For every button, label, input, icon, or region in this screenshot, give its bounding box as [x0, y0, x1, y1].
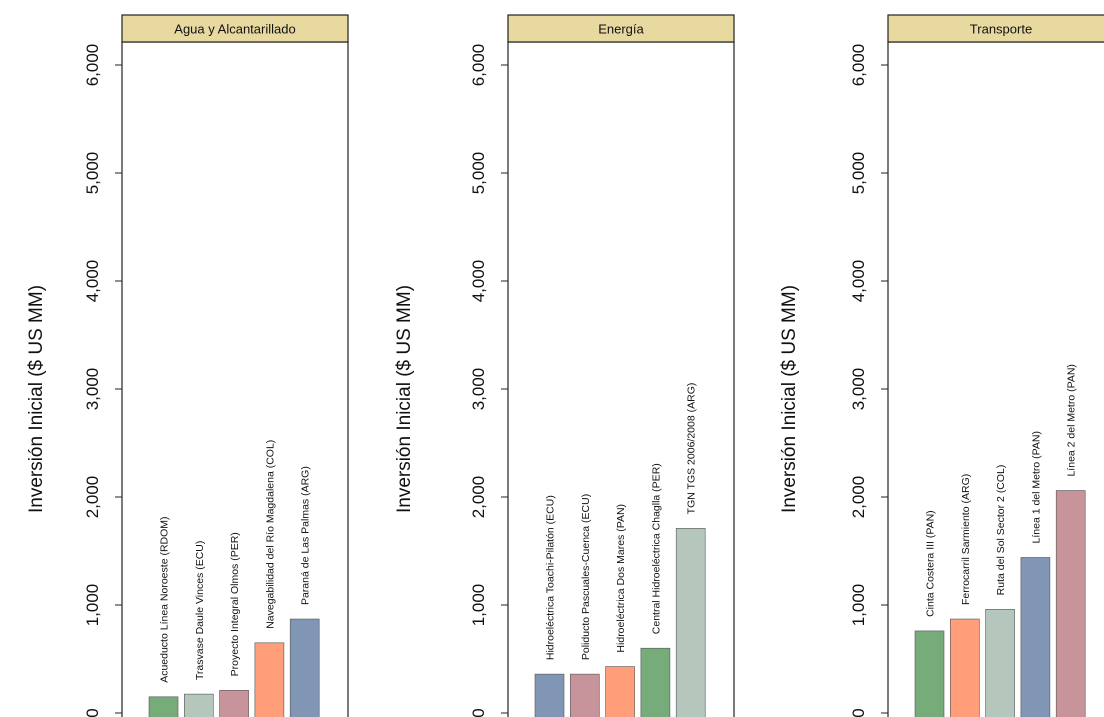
y-tick-label: 4,000: [83, 260, 102, 303]
bar-label: Ruta del Sol Sector 2 (COL): [995, 465, 1007, 596]
bar: [985, 609, 1015, 717]
bar: [569, 673, 600, 717]
bar: [640, 647, 671, 717]
bar: [914, 630, 945, 717]
bar-label: Paraná de Las Palmas (ARG): [300, 466, 312, 605]
bar-label: Ferrocarril Sarmiento (ARG): [960, 474, 972, 605]
bar: [219, 690, 249, 717]
bar: [1020, 557, 1051, 717]
bar-label: Navegabilidad del Río Magdalena (COL): [264, 440, 276, 629]
y-tick-label: 1,000: [849, 584, 868, 627]
bar: [949, 618, 980, 717]
bar: [675, 528, 706, 717]
y-tick-label: 3,000: [849, 368, 868, 411]
bar-label: Poliducto Pascuales-Cuenca (ECU): [580, 494, 592, 660]
bar-label: Trasvase Daule Vinces (ECU): [194, 541, 206, 680]
bar: [1055, 490, 1086, 717]
y-tick-label: 1,000: [83, 584, 102, 627]
y-axis-label: Inversión Inicial ($ US MM): [779, 285, 800, 513]
y-tick-label: 6,000: [83, 44, 102, 87]
y-axis-label: Inversión Inicial ($ US MM): [26, 285, 47, 513]
bar-label: Proyecto Integral Olmos (PER): [229, 532, 241, 676]
y-tick-label: 5,000: [849, 152, 868, 195]
y-tick-label: 4,000: [469, 260, 488, 303]
bar-label: TGN TGS 2006/2008 (ARG): [686, 383, 698, 515]
facet-title: Energía: [598, 22, 644, 37]
bar-label: Hidroeléctrica Dos Mares (PAN): [615, 504, 627, 653]
y-tick-label: 6,000: [849, 44, 868, 87]
facet-title: Agua y Alcantarillado: [174, 22, 295, 37]
y-tick-label: 5,000: [469, 152, 488, 195]
y-tick-label: 0: [83, 708, 102, 717]
facet-strip: [887, 14, 1104, 43]
facet-panel: Inversión Inicial ($ US MM) 0 1,000 2,000 3,…: [779, 14, 1104, 717]
bar-label: Central Hidroeléctrica Chaglla (PER): [650, 463, 662, 634]
y-tick-label: 5,000: [83, 152, 102, 195]
y-tick-label: 0: [849, 708, 868, 717]
bar: [148, 696, 179, 717]
bar-label: Cinta Costera III (PAN): [925, 510, 937, 617]
bar: [605, 666, 635, 717]
facet-panel: Inversión Inicial ($ US MM) 0 1,000 2,000 3,…: [26, 14, 349, 717]
y-tick-label: 4,000: [849, 260, 868, 303]
facet-title: Transporte: [970, 22, 1032, 37]
y-tick-label: 2,000: [83, 476, 102, 519]
y-tick-label: 1,000: [469, 584, 488, 627]
bar-label: Hidroeléctrica Toachi-Pilatón (ECU): [545, 495, 557, 660]
y-tick-label: 2,000: [849, 476, 868, 519]
bar: [184, 693, 214, 717]
bar-label: Línea 2 del Metro (PAN): [1066, 364, 1078, 476]
bar: [289, 618, 320, 717]
bar: [254, 642, 285, 717]
facet-strip: [507, 14, 735, 43]
bar-label: Acueducto Línea Noroeste (RDOM): [159, 516, 171, 682]
y-tick-label: 6,000: [469, 44, 488, 87]
y-tick-label: 3,000: [469, 368, 488, 411]
y-tick-label: 0: [469, 708, 488, 717]
y-tick-label: 3,000: [83, 368, 102, 411]
y-tick-label: 2,000: [469, 476, 488, 519]
facet-panel: Inversión Inicial ($ US MM) 0 1,000 2,000 3,…: [394, 14, 735, 717]
bar-label: Línea 1 del Metro (PAN): [1030, 431, 1042, 543]
facet-strip: [121, 14, 349, 43]
y-axis-label: Inversión Inicial ($ US MM): [394, 285, 415, 513]
bar: [534, 673, 565, 717]
